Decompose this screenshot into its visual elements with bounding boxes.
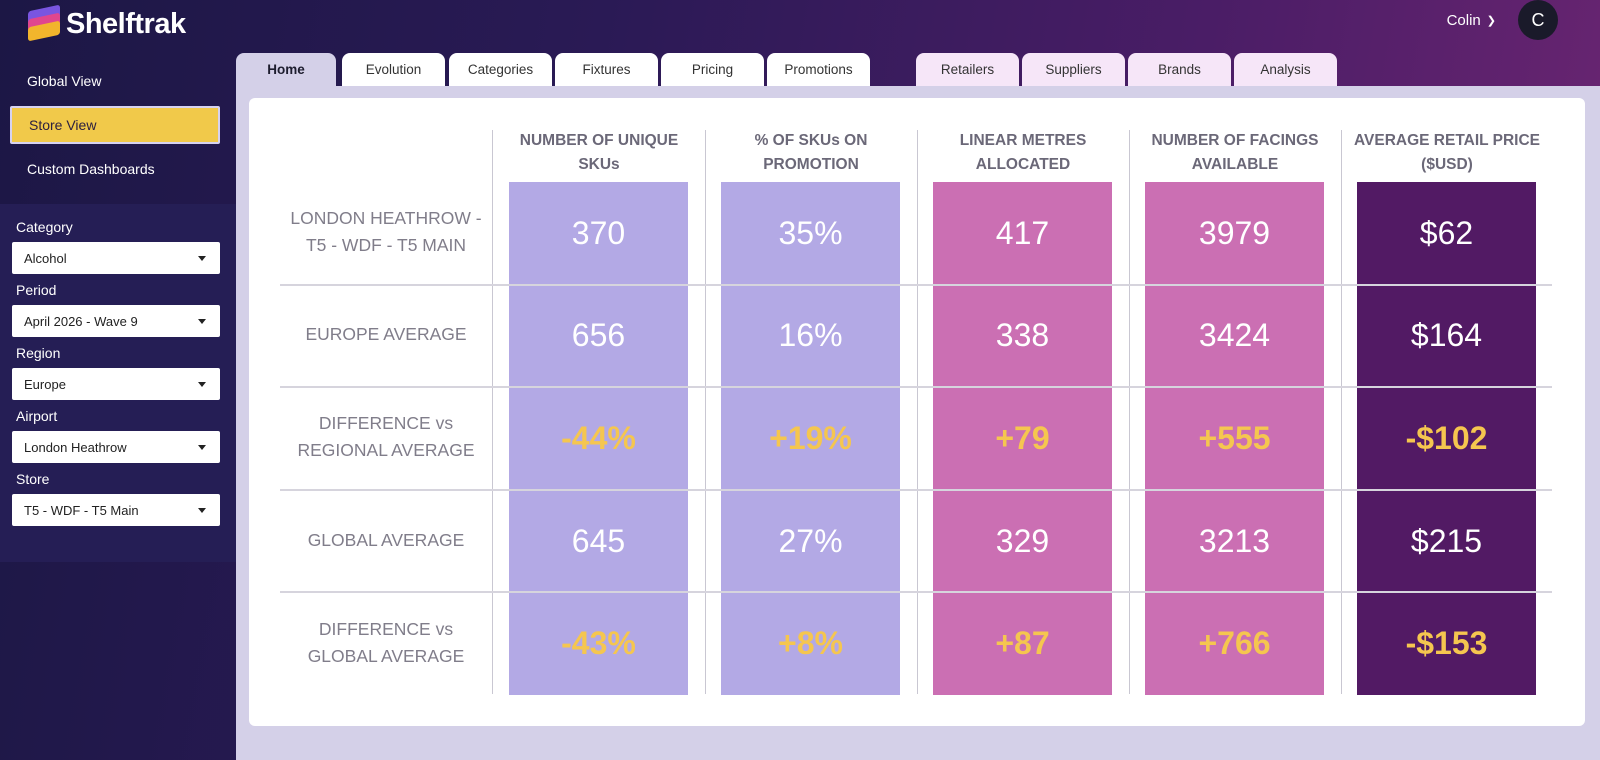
filter-label-category: Category <box>16 219 73 235</box>
filter-panel: Category Alcohol Period April 2026 - Wave 9… <box>0 204 236 562</box>
table-cell-facings: +555 <box>1145 387 1324 490</box>
row-label-difference-vs-regional-average: DIFFERENCE vs REGIONAL AVERAGE <box>297 413 475 461</box>
column-header-1: NUMBER OF UNIQUE SKUs <box>519 132 679 173</box>
app-logo[interactable]: Shelftrak <box>24 4 186 44</box>
category-select[interactable]: Alcohol <box>12 242 220 274</box>
table-cell-metres: +87 <box>933 592 1112 695</box>
column-divider <box>1129 130 1130 694</box>
table-cell-facings: +766 <box>1145 592 1324 695</box>
nav-item-global-view[interactable]: Global View <box>27 73 102 89</box>
airport-select[interactable]: London Heathrow <box>12 431 220 463</box>
row-label-difference-vs-global-average: DIFFERENCE vs GLOBAL AVERAGE <box>307 618 465 666</box>
nav-item-custom-dashboards[interactable]: Custom Dashboards <box>27 161 155 177</box>
store-select-value: T5 - WDF - T5 Main <box>24 502 139 518</box>
table-cell-metres: +79 <box>933 387 1112 490</box>
table-cell-price: -$153 <box>1357 592 1536 695</box>
region-select-value: Europe <box>24 376 66 392</box>
table-cell-price: $215 <box>1357 489 1536 593</box>
row-divider <box>280 591 1552 594</box>
row-label-global-average: GLOBAL AVERAGE <box>307 529 465 550</box>
table-cell-price: $62 <box>1357 182 1536 285</box>
table-cell-promo: 16% <box>721 284 900 388</box>
caret-down-icon[interactable] <box>198 318 206 324</box>
column-header-3: LINEAR METRES ALLOCATED <box>959 132 1087 173</box>
caret-down-icon[interactable] <box>198 255 206 261</box>
airport-select-value: London Heathrow <box>24 439 127 455</box>
tab-evolution[interactable]: Evolution <box>342 53 445 86</box>
tab-suppliers[interactable]: Suppliers <box>1022 53 1125 86</box>
column-header-4: NUMBER OF FACINGS AVAILABLE <box>1151 132 1319 173</box>
column-divider <box>492 130 493 694</box>
tab-categories[interactable]: Categories <box>449 53 552 86</box>
table-cell-promo: 35% <box>721 182 900 285</box>
table-cell-metres: 417 <box>933 182 1112 285</box>
table-cell-promo: +19% <box>721 387 900 490</box>
tab-analysis[interactable]: Analysis <box>1234 53 1337 86</box>
caret-down-icon[interactable] <box>198 507 206 513</box>
caret-down-icon[interactable] <box>198 381 206 387</box>
avatar[interactable]: C <box>1518 0 1558 40</box>
filter-label-airport: Airport <box>16 408 58 424</box>
table-cell-sku: -44% <box>509 387 688 490</box>
column-header-5: AVERAGE RETAIL PRICE ($USD) <box>1353 132 1541 173</box>
tab-brands[interactable]: Brands <box>1128 53 1231 86</box>
column-divider <box>705 130 706 694</box>
period-select-value: April 2026 - Wave 9 <box>24 313 138 329</box>
column-header-2: % OF SKUs ON PROMOTION <box>754 132 868 173</box>
table-cell-promo: +8% <box>721 592 900 695</box>
filter-label-store: Store <box>16 471 50 487</box>
row-divider <box>280 386 1552 389</box>
filter-label-period: Period <box>16 282 57 298</box>
table-cell-price: -$102 <box>1357 387 1536 490</box>
user-name[interactable]: Colin <box>1446 11 1481 29</box>
column-divider <box>917 130 918 694</box>
region-select[interactable]: Europe <box>12 368 220 400</box>
row-label-europe-average: EUROPE AVERAGE <box>305 324 467 345</box>
tab-retailers[interactable]: Retailers <box>916 53 1019 86</box>
row-divider <box>280 283 1552 286</box>
tab-home[interactable]: Home <box>236 53 336 86</box>
shelftrak-logo-icon <box>24 4 64 42</box>
table-cell-sku: 370 <box>509 182 688 285</box>
row-divider <box>280 488 1552 491</box>
column-divider <box>1341 130 1342 694</box>
table-cell-metres: 329 <box>933 489 1112 593</box>
tab-promotions[interactable]: Promotions <box>767 53 870 86</box>
table-cell-facings: 3424 <box>1145 284 1324 388</box>
caret-down-icon[interactable] <box>198 444 206 450</box>
table-cell-price: $164 <box>1357 284 1536 388</box>
table-cell-promo: 27% <box>721 489 900 593</box>
tab-bar: Home Evolution Categories Fixtures Pricing Pr… <box>236 53 1360 86</box>
table-cell-sku: 645 <box>509 489 688 593</box>
app-name: Shelftrak <box>66 7 186 40</box>
row-label-london-heathrow-t5-wdf-t5-main: LONDON HEATHROW - T5 - WDF - T5 MAIN <box>290 208 482 256</box>
table-cell-facings: 3979 <box>1145 182 1324 285</box>
table-cell-metres: 338 <box>933 284 1112 388</box>
sidebar-nav: Global View Store View Custom Dashboards <box>10 62 220 194</box>
chevron-down-icon[interactable]: ❯ <box>1486 14 1496 27</box>
category-select-value: Alcohol <box>24 250 67 266</box>
table-cell-facings: 3213 <box>1145 489 1324 593</box>
user-menu[interactable]: Colin ❯ C <box>1447 0 1558 40</box>
store-select[interactable]: T5 - WDF - T5 Main <box>12 494 220 526</box>
table-cell-sku: 656 <box>509 284 688 388</box>
period-select[interactable]: April 2026 - Wave 9 <box>12 305 220 337</box>
tab-pricing[interactable]: Pricing <box>661 53 764 86</box>
filter-label-region: Region <box>16 345 61 361</box>
nav-item-store-view[interactable]: Store View <box>10 106 220 144</box>
tab-fixtures[interactable]: Fixtures <box>555 53 658 86</box>
table-cell-sku: -43% <box>509 592 688 695</box>
